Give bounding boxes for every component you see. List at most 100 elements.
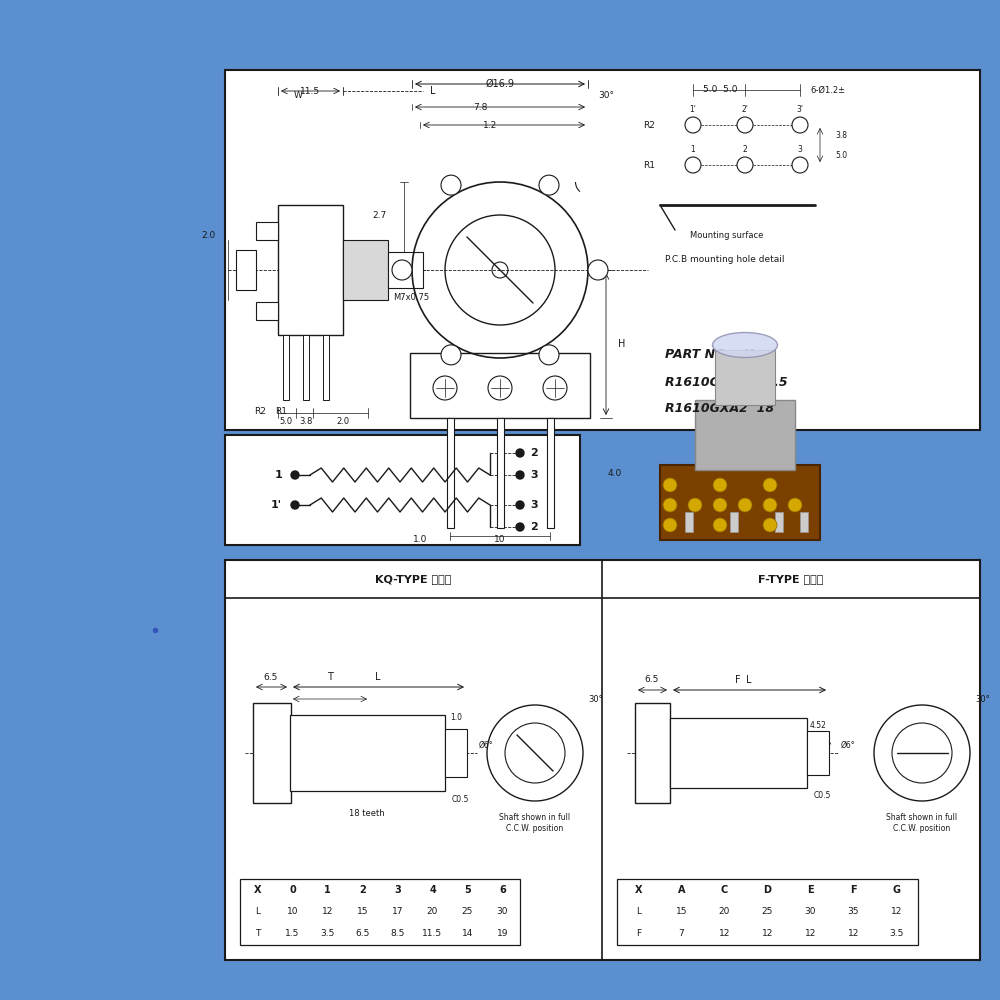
Bar: [775, 512, 783, 532]
Bar: [670, 718, 807, 788]
Text: F-TYPE 半圆轴: F-TYPE 半圆轴: [758, 574, 824, 584]
Text: 30°: 30°: [598, 91, 614, 100]
Text: 1.5: 1.5: [285, 930, 300, 938]
Text: 1: 1: [324, 885, 331, 895]
Circle shape: [539, 345, 559, 365]
Bar: [278, 205, 343, 335]
Text: 1.0: 1.0: [450, 714, 462, 722]
Text: H: H: [618, 339, 625, 349]
Bar: [225, 435, 580, 545]
Text: 12: 12: [891, 908, 902, 916]
Circle shape: [516, 501, 524, 509]
Text: Shaft shown in full
C.C.W. position: Shaft shown in full C.C.W. position: [499, 813, 571, 833]
Bar: [685, 512, 693, 532]
Text: 18 teeth: 18 teeth: [349, 808, 385, 818]
Text: R1: R1: [643, 160, 655, 169]
Text: X: X: [635, 885, 642, 895]
Text: 2.7: 2.7: [373, 212, 387, 221]
Circle shape: [441, 345, 461, 365]
Circle shape: [516, 471, 524, 479]
Text: L: L: [746, 675, 752, 685]
Bar: [303, 335, 309, 400]
Text: 4.0: 4.0: [608, 468, 622, 478]
Text: P.C.B mounting hole detail: P.C.B mounting hole detail: [665, 255, 784, 264]
Text: 2: 2: [743, 144, 747, 153]
Circle shape: [663, 518, 677, 532]
Text: 12: 12: [322, 908, 333, 916]
Text: L: L: [255, 908, 260, 916]
Bar: [547, 418, 554, 528]
Text: E: E: [807, 885, 814, 895]
Bar: [800, 512, 808, 532]
Text: 5.0: 5.0: [835, 150, 847, 159]
Text: Mounting surface: Mounting surface: [690, 231, 763, 239]
Circle shape: [663, 478, 677, 492]
Text: M7x0.75: M7x0.75: [393, 294, 429, 302]
Bar: [236, 250, 256, 290]
Text: 15: 15: [357, 908, 368, 916]
Bar: [323, 335, 329, 400]
Circle shape: [763, 478, 777, 492]
Text: 12: 12: [719, 930, 730, 938]
Text: 1: 1: [274, 470, 282, 480]
Bar: [447, 418, 454, 528]
Circle shape: [291, 471, 299, 479]
Text: R2: R2: [643, 120, 655, 129]
Circle shape: [516, 523, 524, 531]
Text: 2.0: 2.0: [201, 231, 215, 239]
Bar: [290, 715, 445, 791]
Text: 25: 25: [762, 908, 773, 916]
Text: 12: 12: [848, 930, 859, 938]
Text: D: D: [764, 885, 772, 895]
Circle shape: [713, 498, 727, 512]
Text: 2.0: 2.0: [336, 417, 350, 426]
Text: KQ-TYPE 齿形轴: KQ-TYPE 齿形轴: [375, 574, 451, 584]
Text: F: F: [636, 930, 641, 938]
Bar: [445, 729, 467, 777]
Text: 5: 5: [464, 885, 471, 895]
Bar: [660, 465, 820, 540]
Bar: [635, 703, 670, 803]
Text: L: L: [375, 672, 381, 682]
Circle shape: [441, 175, 461, 195]
Text: 3': 3': [796, 104, 804, 113]
Text: L: L: [430, 86, 436, 96]
Text: 7: 7: [679, 930, 684, 938]
Text: 10: 10: [494, 536, 506, 544]
Text: 3.8: 3.8: [299, 417, 313, 426]
Text: X: X: [254, 885, 261, 895]
Text: F: F: [735, 675, 741, 685]
Bar: [256, 222, 278, 240]
Circle shape: [713, 478, 727, 492]
Circle shape: [663, 498, 677, 512]
Text: 2: 2: [359, 885, 366, 895]
Text: 0: 0: [289, 885, 296, 895]
Text: T: T: [327, 672, 333, 682]
Text: Shaft shown in full
C.C.W. position: Shaft shown in full C.C.W. position: [886, 813, 958, 833]
Text: 15: 15: [676, 908, 687, 916]
Text: 2': 2': [742, 104, 748, 113]
Text: Ø16.9: Ø16.9: [486, 79, 514, 89]
Text: L: L: [636, 908, 641, 916]
Text: 11.5: 11.5: [422, 930, 443, 938]
Bar: [807, 731, 829, 775]
Text: 1: 1: [691, 144, 695, 153]
Text: 30: 30: [805, 908, 816, 916]
Text: 30°: 30°: [588, 696, 603, 704]
Text: 6: 6: [499, 885, 506, 895]
Ellipse shape: [712, 332, 778, 358]
Text: 3.5: 3.5: [320, 930, 335, 938]
Bar: [695, 400, 795, 470]
Text: 3.8: 3.8: [835, 130, 847, 139]
Circle shape: [763, 518, 777, 532]
Text: 20: 20: [427, 908, 438, 916]
Circle shape: [763, 498, 777, 512]
Text: 1.2: 1.2: [483, 120, 497, 129]
Text: PART NO.   H: PART NO. H: [665, 349, 754, 361]
Text: 6-Ø1.2±: 6-Ø1.2±: [810, 86, 845, 95]
Text: 12: 12: [762, 930, 773, 938]
Text: 19: 19: [497, 930, 508, 938]
Text: 8.5: 8.5: [390, 930, 405, 938]
Text: 3.5: 3.5: [889, 930, 904, 938]
Text: 30°: 30°: [975, 696, 990, 704]
